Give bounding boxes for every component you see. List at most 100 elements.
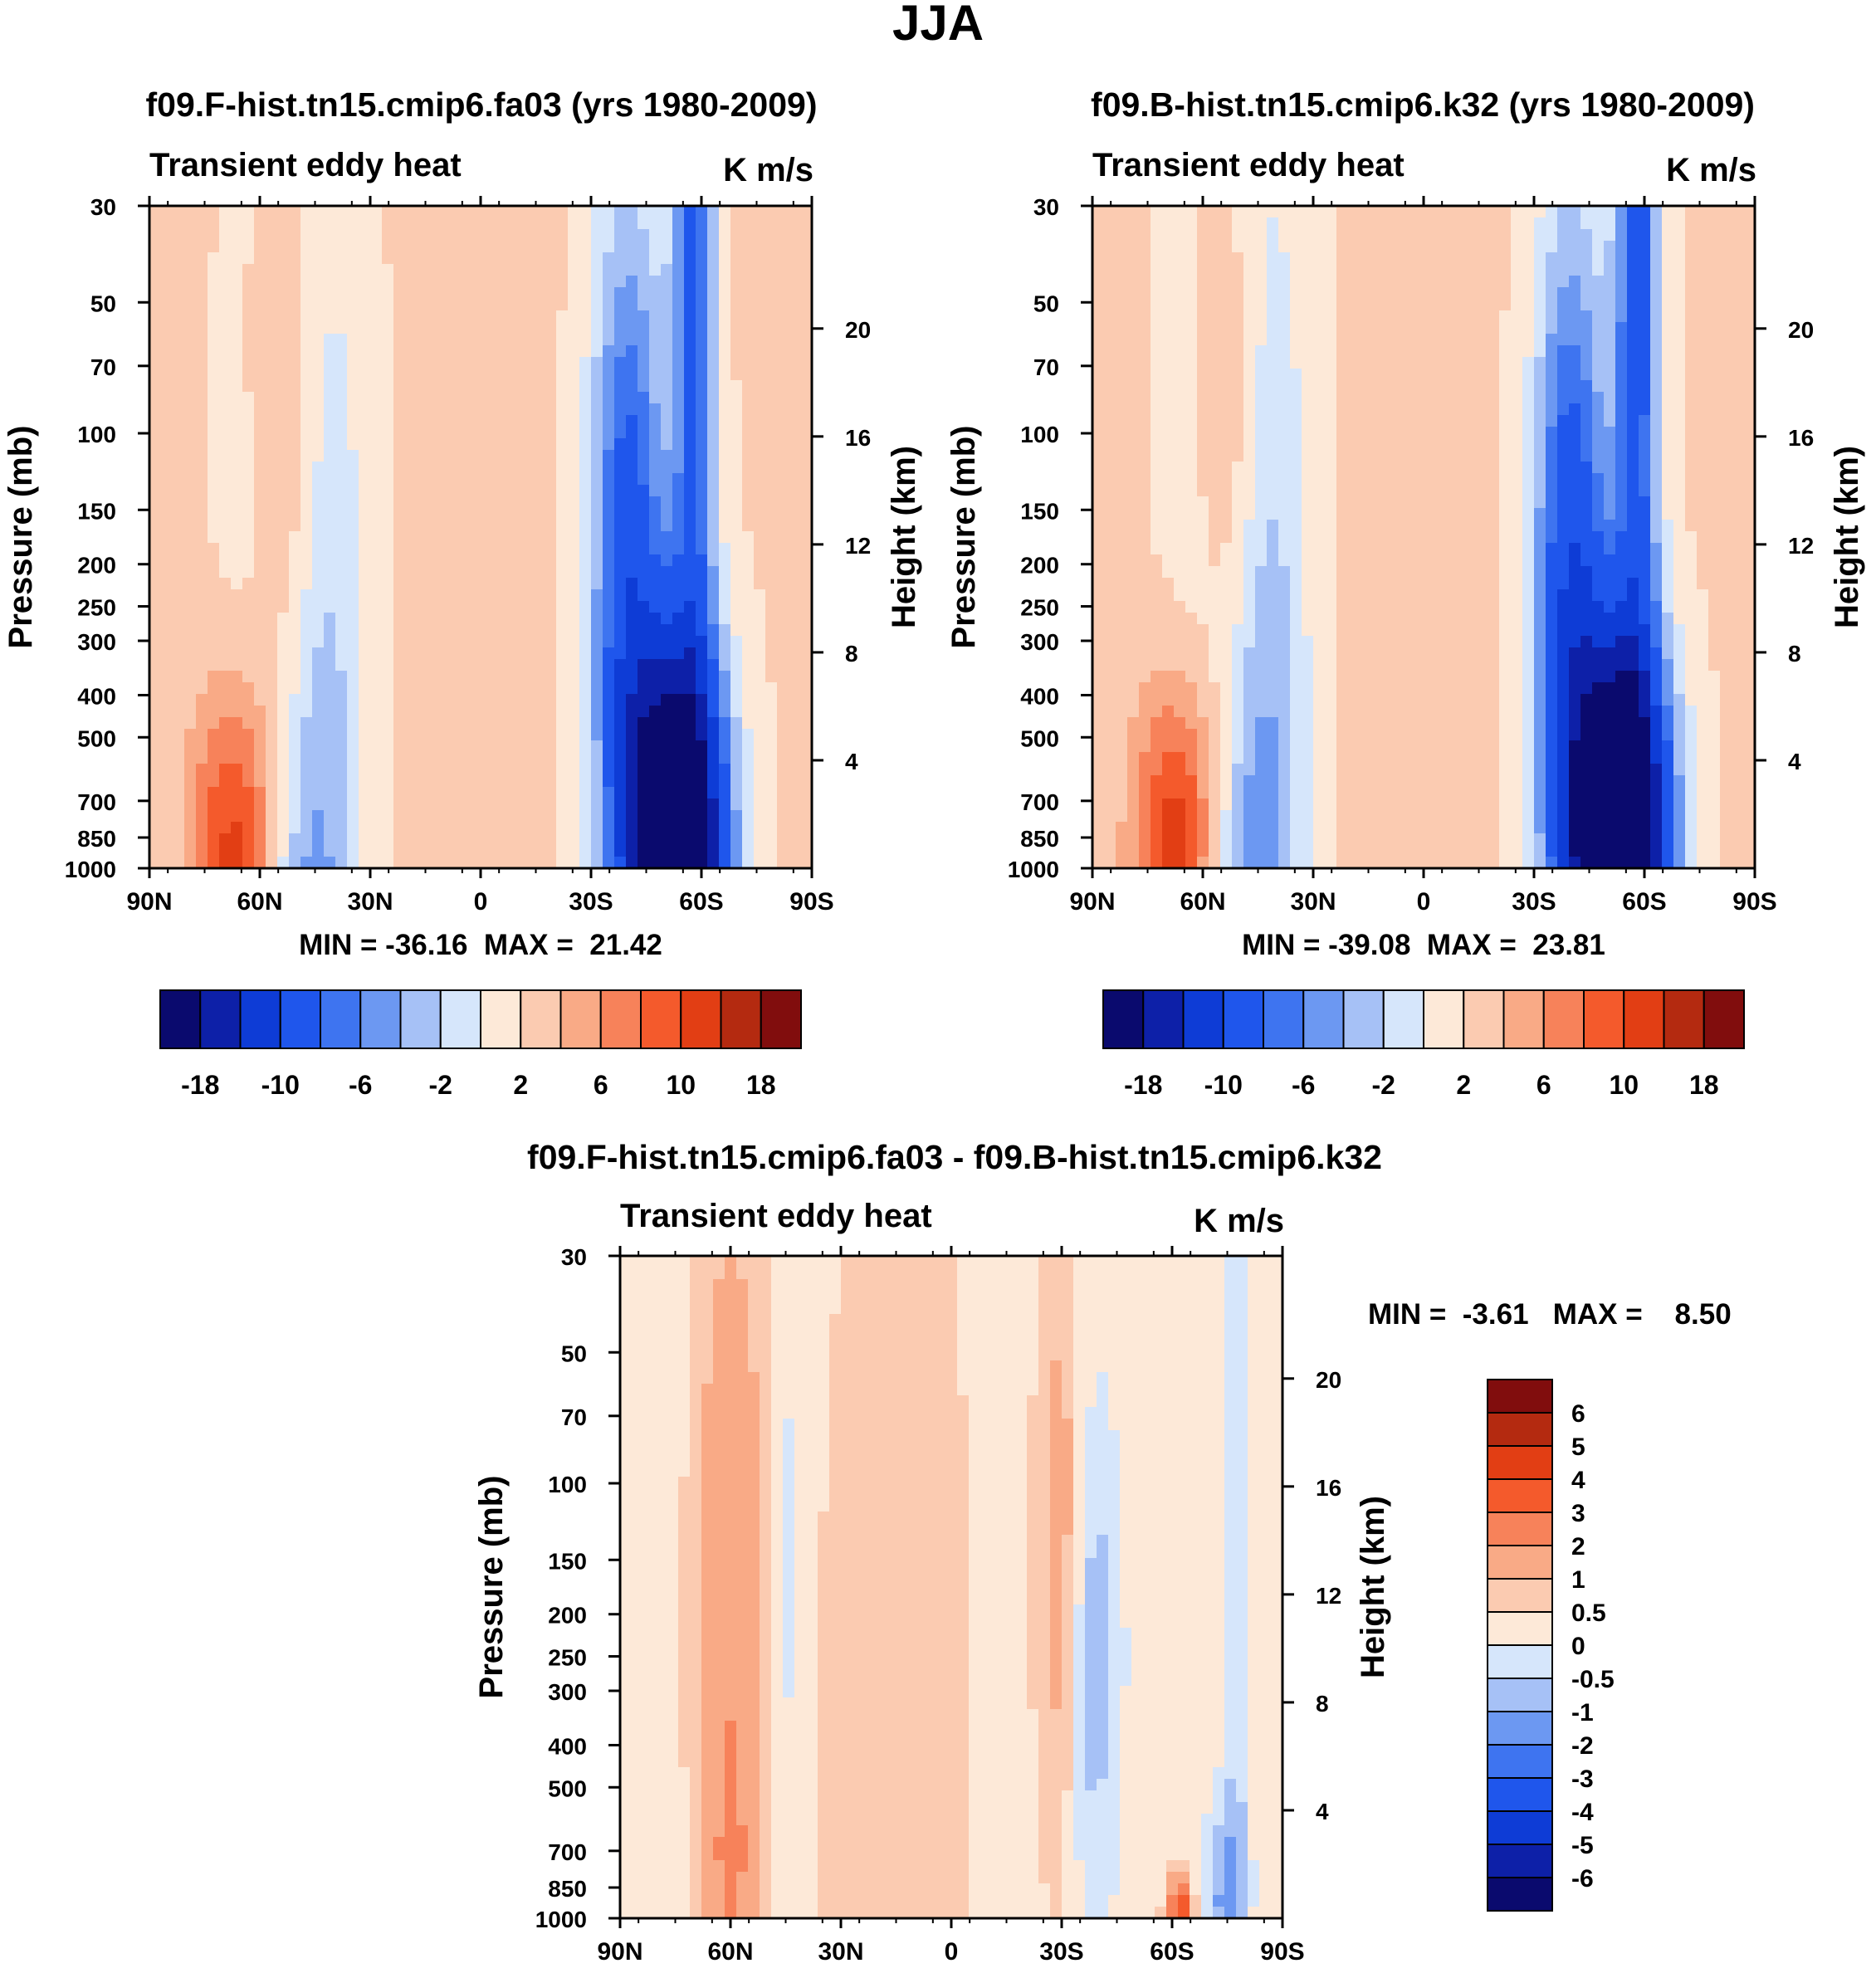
- contour-cell: [533, 427, 545, 439]
- contour-cell: [347, 485, 359, 497]
- contour-cell: [1511, 252, 1523, 265]
- contour-cell: [417, 229, 429, 242]
- contour-cell: [603, 578, 615, 590]
- contour-cell: [521, 717, 534, 730]
- contour-cell: [231, 833, 243, 846]
- contour-cell: [347, 601, 359, 613]
- contour-cell: [335, 857, 348, 869]
- contour-cell: [463, 589, 476, 602]
- contour-cell: [1371, 217, 1384, 230]
- contour-cell: [800, 647, 813, 660]
- contour-cell: [324, 706, 336, 718]
- contour-cell: [614, 543, 627, 555]
- contour-cell: [417, 380, 429, 393]
- contour-cell: [1209, 496, 1221, 509]
- contour-cell: [486, 462, 499, 474]
- contour-cell: [1627, 403, 1639, 416]
- contour-cell: [1127, 287, 1140, 300]
- contour-cell: [742, 392, 755, 404]
- contour-cell: [661, 520, 673, 532]
- contour-cell: [1209, 403, 1221, 416]
- contour-cell: [498, 857, 511, 869]
- contour-cell: [324, 252, 336, 265]
- contour-cell: [649, 601, 662, 613]
- contour-cell: [1604, 369, 1616, 381]
- contour-cell: [545, 566, 557, 579]
- contour-cell: [765, 520, 778, 532]
- contour-cell: [405, 624, 418, 637]
- contour-cell: [777, 694, 789, 706]
- contour-cell: [463, 671, 476, 683]
- contour-cell: [370, 845, 383, 857]
- contour-cell: [1685, 217, 1698, 230]
- contour-cell: [1488, 299, 1500, 311]
- contour-cell: [545, 287, 557, 300]
- contour-cell: [800, 671, 813, 683]
- contour-cell: [1697, 427, 1709, 439]
- contour-cell: [149, 276, 162, 288]
- contour-cell: [277, 694, 290, 706]
- contour-cell: [1720, 427, 1732, 439]
- contour-cell: [1174, 380, 1186, 393]
- contour-cell: [184, 613, 197, 625]
- contour-cell: [556, 810, 569, 823]
- contour-cell: [1220, 403, 1233, 416]
- contour-cell: [208, 613, 220, 625]
- contour-cell: [800, 706, 813, 718]
- contour-cell: [1511, 462, 1523, 474]
- contour-cell: [533, 508, 545, 520]
- contour-cell: [568, 206, 580, 218]
- contour-cell: [1476, 403, 1488, 416]
- contour-cell: [196, 392, 208, 404]
- contour-cell: [1673, 508, 1686, 520]
- contour-cell: [672, 217, 685, 230]
- contour-cell: [289, 682, 301, 695]
- contour-cell: [149, 740, 162, 753]
- contour-cell: [1522, 299, 1535, 311]
- contour-cell: [1476, 462, 1488, 474]
- contour-cell: [1720, 345, 1732, 358]
- contour-cell: [1220, 264, 1233, 276]
- contour-cell: [719, 601, 731, 613]
- contour-cell: [707, 775, 720, 788]
- contour-cell: [742, 345, 755, 358]
- contour-cell: [347, 462, 359, 474]
- contour-cell: [684, 217, 696, 230]
- contour-cell: [591, 833, 603, 846]
- contour-cell: [579, 299, 592, 311]
- contour-cell: [754, 613, 766, 625]
- contour-cell: [1139, 206, 1151, 218]
- contour-cell: [533, 438, 545, 451]
- contour-cell: [1453, 276, 1465, 288]
- contour-cell: [1708, 485, 1721, 497]
- contour-cell: [800, 462, 813, 474]
- contour-cell: [614, 752, 627, 764]
- contour-cell: [510, 729, 522, 741]
- contour-cell: [614, 415, 627, 427]
- contour-cell: [242, 252, 255, 265]
- contour-cell: [335, 508, 348, 520]
- contour-cell: [359, 252, 371, 265]
- contour-cell: [1708, 403, 1721, 416]
- contour-cell: [521, 496, 534, 509]
- contour-cell: [277, 566, 290, 579]
- contour-cell: [707, 764, 720, 776]
- contour-cell: [789, 276, 801, 288]
- contour-cell: [777, 752, 789, 764]
- contour-cell: [1139, 485, 1151, 497]
- contour-cell: [242, 752, 255, 764]
- contour-cell: [417, 566, 429, 579]
- contour-cell: [672, 799, 685, 811]
- contour-cell: [684, 299, 696, 311]
- contour-cell: [684, 450, 696, 462]
- contour-cell: [242, 380, 255, 393]
- contour-cell: [184, 601, 197, 613]
- contour-cell: [382, 508, 394, 520]
- contour-cell: [440, 589, 452, 602]
- contour-cell: [638, 310, 650, 323]
- contour-cell: [754, 462, 766, 474]
- contour-cell: [277, 659, 290, 672]
- contour-cell: [1360, 392, 1372, 404]
- contour-cell: [1429, 496, 1442, 509]
- contour-cell: [324, 682, 336, 695]
